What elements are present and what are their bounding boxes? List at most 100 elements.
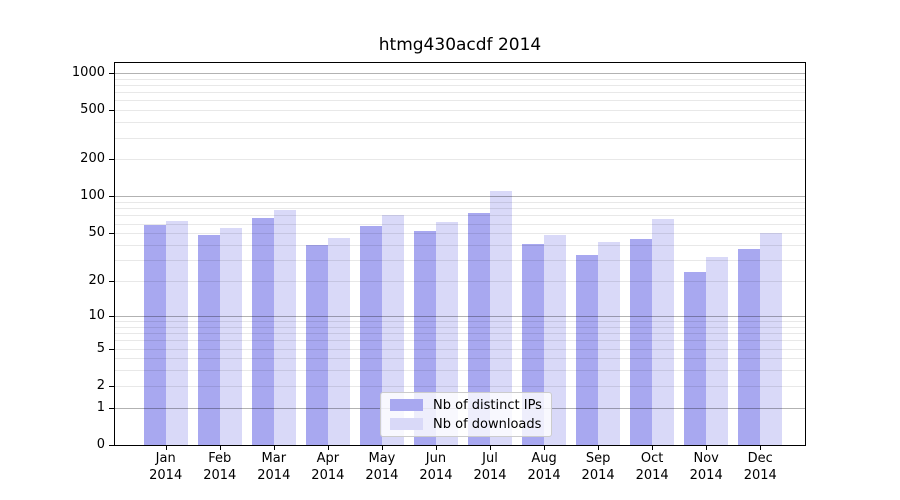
- gridline-minor-200: [115, 159, 805, 161]
- xtick-label-sep: Sep 2014: [581, 451, 615, 483]
- ytick-label-200: 200: [80, 151, 105, 167]
- gridline-minor-400: [115, 122, 805, 124]
- xtick-mark-may: [381, 445, 383, 450]
- xtick-label-apr: Apr 2014: [311, 451, 345, 483]
- ytick-mark-0: [109, 445, 115, 446]
- xtick-label-nov: Nov 2014: [689, 451, 723, 483]
- ytick-label-0: 0: [96, 437, 105, 452]
- ytick-label-5: 5: [96, 340, 105, 356]
- ytick-mark-20: [109, 281, 115, 283]
- xtick-mark-jun: [435, 445, 437, 450]
- ytick-mark-10: [109, 315, 115, 317]
- gridline-minor-600: [115, 100, 805, 102]
- bar-nb-of-downloads-jul: [490, 191, 512, 445]
- bar-nb-of-downloads-mar: [273, 209, 296, 445]
- legend-entry-downloads: Nb of downloads: [390, 416, 542, 432]
- ytick-label-1000: 1000: [71, 64, 105, 80]
- xtick-mark-oct: [652, 445, 654, 450]
- ytick-mark-5: [109, 348, 115, 350]
- bar-nb-of-downloads-jun: [435, 221, 458, 445]
- xtick-label-may: May 2014: [365, 451, 399, 483]
- gridline-minor-30: [115, 260, 805, 262]
- xtick-mark-jan: [165, 445, 167, 450]
- xtick-label-aug: Aug 2014: [527, 451, 561, 483]
- gridline-minor-4: [115, 358, 805, 360]
- gridline-minor-7: [115, 333, 805, 335]
- gridline-minor-9: [115, 321, 805, 322]
- legend-label-downloads: Nb of downloads: [433, 416, 542, 432]
- gridline-minor-80: [115, 208, 805, 210]
- ytick-label-50: 50: [88, 225, 105, 241]
- bar-nb-of-distinct-ips-sep: [576, 255, 599, 445]
- bar-nb-of-distinct-ips-dec: [738, 249, 761, 445]
- gridline-major-100: [115, 196, 805, 198]
- bar-nb-of-distinct-ips-nov: [684, 271, 707, 445]
- bar-nb-of-distinct-ips-may: [359, 226, 382, 445]
- ytick-mark-200: [109, 159, 115, 161]
- legend-entry-distinct-ips: Nb of distinct IPs: [390, 397, 542, 413]
- ytick-label-10: 10: [88, 307, 105, 323]
- xtick-mark-sep: [598, 445, 600, 450]
- bar-nb-of-distinct-ips-feb: [197, 235, 220, 445]
- bar-nb-of-distinct-ips-jun: [413, 231, 436, 445]
- bar-nb-of-downloads-oct: [652, 219, 675, 445]
- ytick-mark-1: [109, 407, 115, 409]
- xtick-mark-apr: [327, 445, 329, 450]
- ytick-mark-1000: [109, 72, 115, 74]
- gridline-minor-300: [115, 137, 805, 139]
- gridline-minor-90: [115, 202, 805, 204]
- ytick-label-500: 500: [80, 102, 105, 118]
- bar-nb-of-distinct-ips-apr: [305, 245, 328, 445]
- xtick-label-dec: Dec 2014: [743, 451, 777, 483]
- bar-nb-of-downloads-may: [381, 215, 404, 445]
- gridline-minor-50: [115, 233, 805, 235]
- gridline-minor-2: [115, 385, 805, 387]
- gridline-minor-40: [115, 245, 805, 246]
- ytick-mark-2: [109, 385, 115, 387]
- xtick-label-oct: Oct 2014: [635, 451, 669, 483]
- ytick-mark-50: [109, 233, 115, 235]
- gridline-minor-60: [115, 223, 805, 225]
- gridline-minor-70: [115, 215, 805, 217]
- ytick-label-100: 100: [80, 188, 105, 204]
- xtick-mark-mar: [273, 445, 275, 450]
- gridline-major-1000: [115, 72, 805, 74]
- bar-nb-of-distinct-ips-jul: [468, 213, 490, 445]
- xtick-label-jun: Jun 2014: [419, 451, 453, 483]
- ytick-label-1: 1: [96, 399, 105, 415]
- xtick-mark-dec: [760, 445, 762, 450]
- bar-nb-of-downloads-nov: [706, 256, 729, 445]
- xtick-mark-aug: [544, 445, 546, 450]
- ytick-mark-500: [109, 110, 115, 112]
- legend-label-distinct-ips: Nb of distinct IPs: [433, 397, 542, 413]
- xtick-label-feb: Feb 2014: [203, 451, 237, 483]
- bar-nb-of-downloads-dec: [760, 233, 783, 445]
- xtick-mark-jul: [490, 445, 491, 450]
- bar-nb-of-distinct-ips-oct: [630, 238, 653, 445]
- xtick-mark-feb: [219, 445, 221, 450]
- legend-swatch-downloads: [390, 418, 423, 430]
- gridline-major-10: [115, 315, 805, 317]
- legend-swatch-distinct-ips: [390, 399, 423, 411]
- bar-nb-of-downloads-jan: [165, 221, 188, 445]
- ytick-label-2: 2: [96, 377, 105, 393]
- gridline-minor-8: [115, 326, 805, 328]
- gridline-minor-6: [115, 340, 805, 342]
- xtick-label-mar: Mar 2014: [257, 451, 291, 483]
- xtick-mark-nov: [706, 445, 708, 450]
- bar-nb-of-distinct-ips-mar: [251, 217, 274, 445]
- bar-nb-of-distinct-ips-jan: [143, 225, 166, 445]
- chart-title: htmg430acdf 2014: [378, 35, 542, 55]
- bar-nb-of-downloads-feb: [219, 228, 242, 445]
- xtick-label-jul: Jul 2014: [473, 451, 507, 483]
- bar-nb-of-downloads-sep: [598, 242, 621, 445]
- ytick-mark-100: [109, 196, 115, 198]
- gridline-minor-900: [115, 78, 805, 80]
- bar-nb-of-downloads-apr: [327, 237, 350, 445]
- plot-area: Nb of distinct IPs Nb of downloads: [114, 62, 806, 446]
- gridline-minor-3: [115, 370, 805, 372]
- gridline-minor-500: [115, 110, 805, 112]
- gridline-minor-800: [115, 84, 805, 86]
- gridline-minor-20: [115, 281, 805, 283]
